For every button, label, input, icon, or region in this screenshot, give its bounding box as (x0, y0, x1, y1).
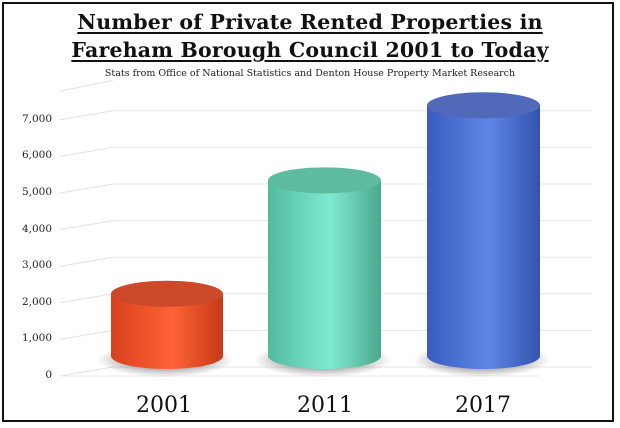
y-tick-label: 5,000 (21, 186, 52, 198)
chart-title-line-2: Fareham Borough Council 2001 to Today (71, 38, 549, 62)
y-tick-label: 0 (45, 369, 52, 381)
chart-subtitle: Stats from Office of National Statistics… (104, 68, 516, 79)
chart-title-line-1: Number of Private Rented Properties in (77, 10, 543, 34)
y-tick-label: 3,000 (21, 259, 52, 272)
y-tick-label: 6,000 (21, 149, 52, 162)
y-tick-label: 4,000 (21, 222, 52, 235)
side-gridline (59, 146, 114, 157)
side-gridline (59, 366, 114, 377)
x-label-2017: 2017 (455, 393, 511, 418)
side-gridline (59, 183, 114, 194)
side-gridline (59, 110, 114, 121)
side-gridline (59, 329, 114, 340)
x-label-2001: 2001 (136, 393, 192, 418)
bar-2017 (413, 92, 550, 377)
bar-2001 (97, 280, 233, 377)
bars (97, 92, 550, 377)
side-gridline (59, 256, 114, 267)
side-gridline (59, 293, 114, 304)
y-tick-label: 7,000 (21, 112, 52, 125)
y-tick-label: 1,000 (21, 332, 52, 345)
x-label-2011: 2011 (297, 393, 353, 418)
y-tick-label: 2,000 (21, 295, 52, 308)
side-gridline (59, 220, 114, 231)
bar-2011 (254, 167, 391, 377)
